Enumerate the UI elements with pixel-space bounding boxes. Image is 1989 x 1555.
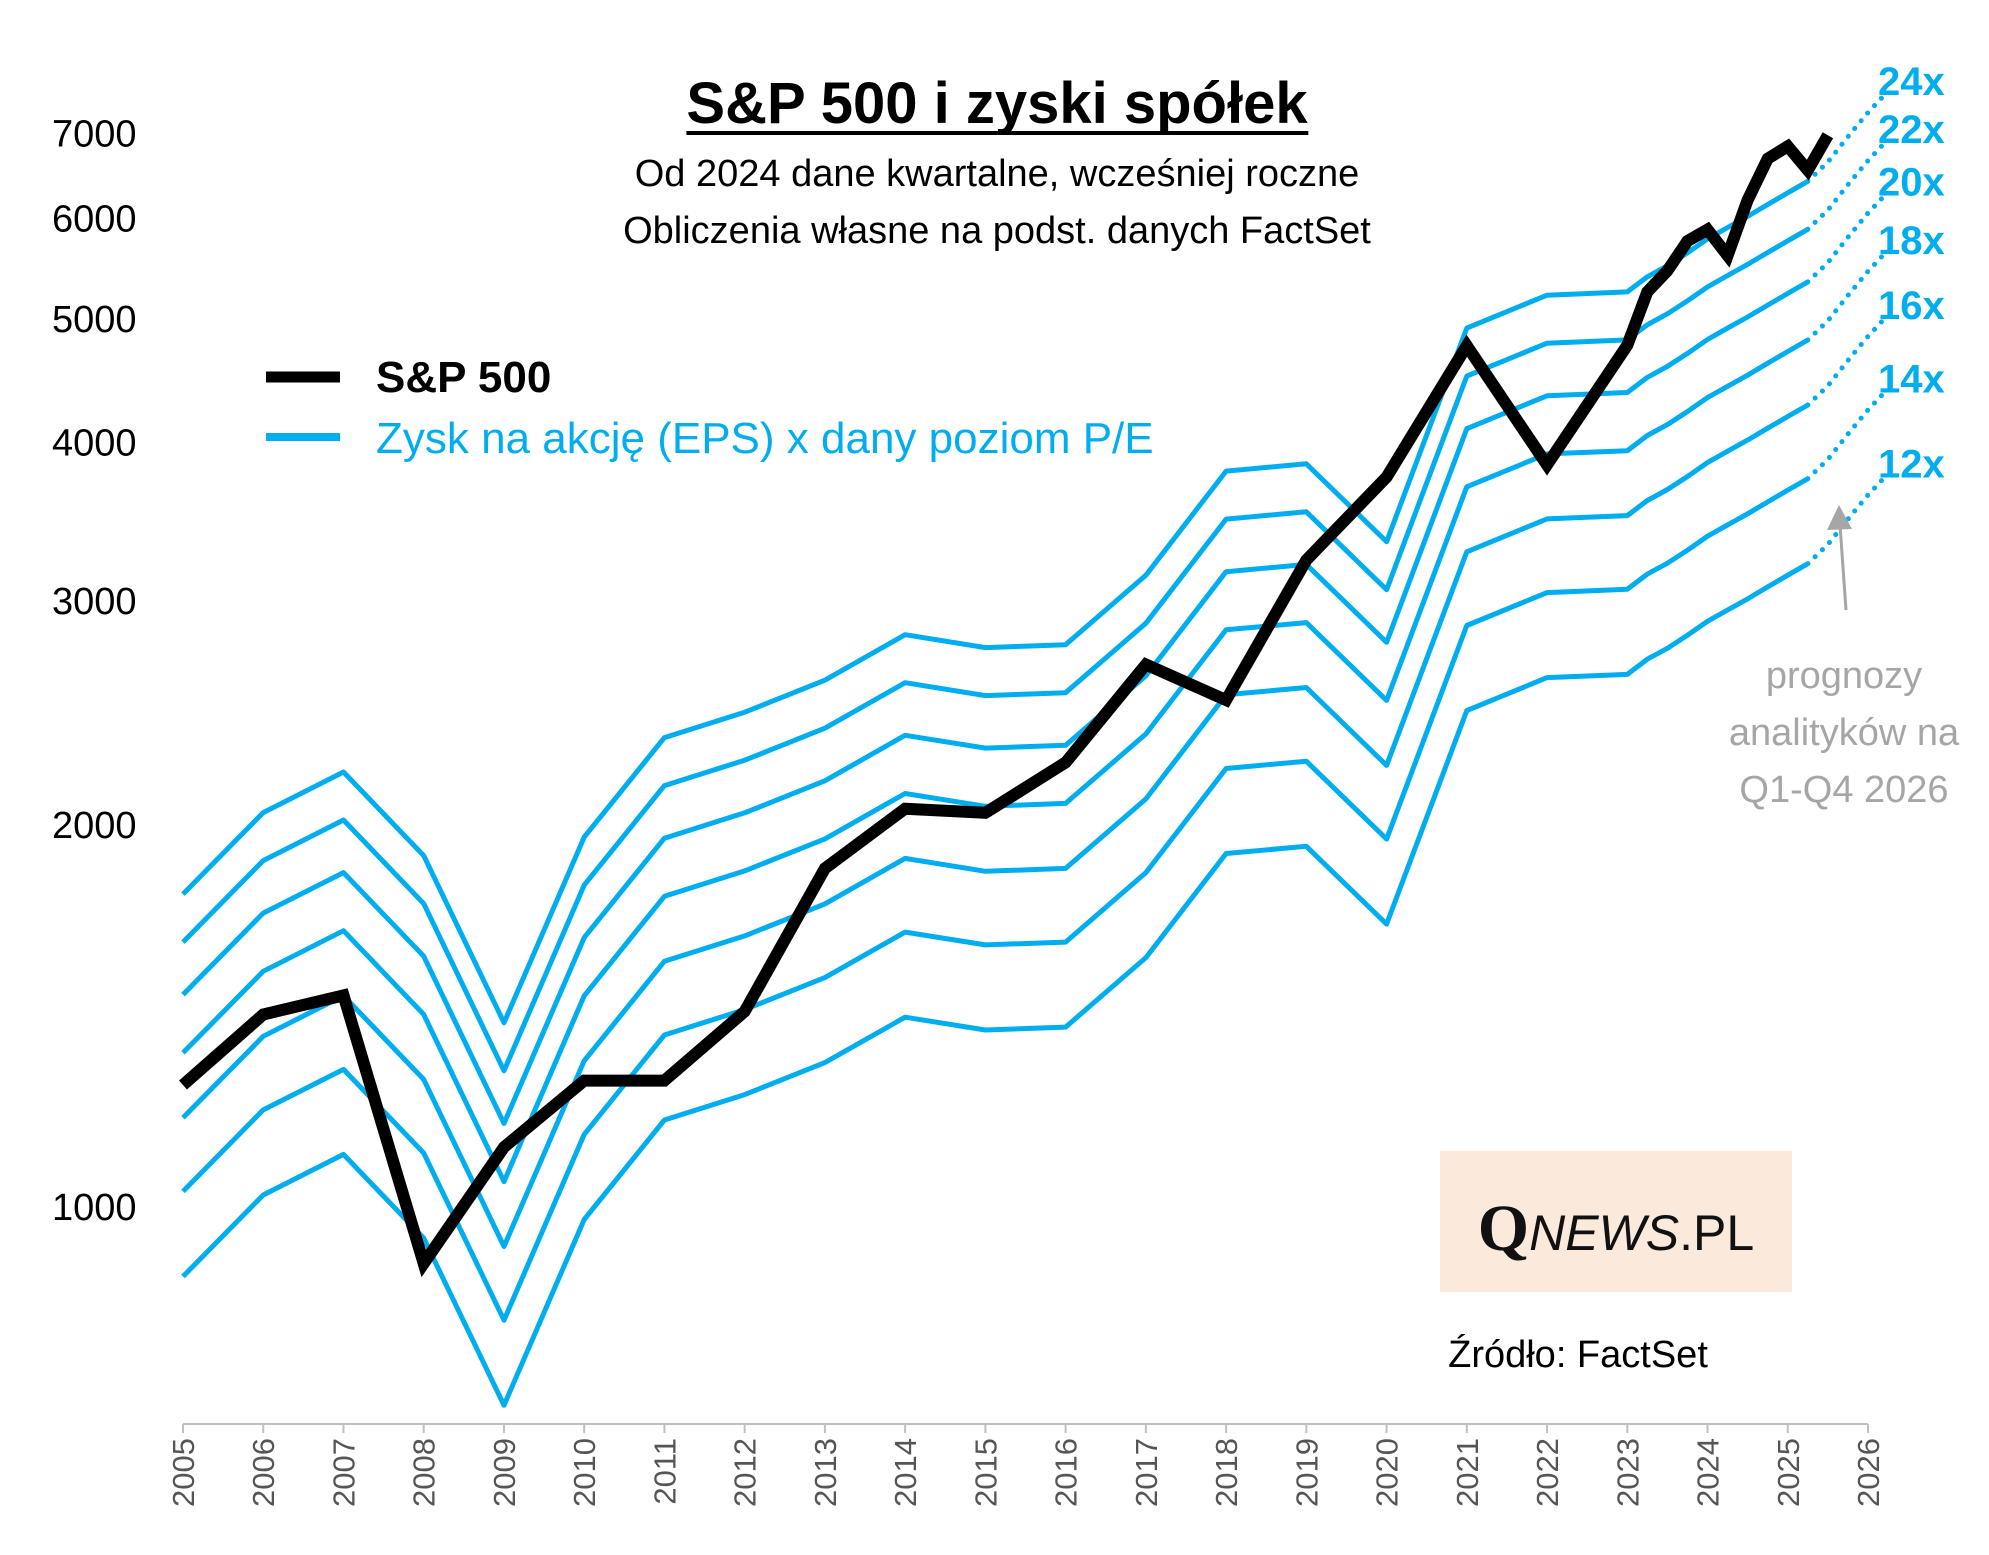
eps-line-12x — [181, 561, 1810, 1408]
x-tick-label: 2007 — [327, 1438, 362, 1507]
eps-forecast-line-22x — [1805, 136, 1891, 232]
y-tick-label: 3000 — [52, 581, 137, 623]
x-tick-label: 2012 — [728, 1438, 763, 1507]
eps-line-20x — [181, 279, 1810, 1126]
sp500-line — [179, 132, 1834, 1278]
x-tick-label: 2018 — [1209, 1438, 1244, 1507]
logo-background — [1440, 1151, 1792, 1292]
annotation-arrow-line — [1838, 524, 1848, 611]
x-tick-label: 2021 — [1450, 1438, 1485, 1507]
legend: S&P 500 Zysk na akcję (EPS) x dany pozio… — [266, 353, 1154, 463]
annotation-arrowhead — [1827, 505, 1852, 530]
pe-label-14x: 14x — [1878, 358, 1945, 402]
y-tick-label: 2000 — [52, 805, 137, 847]
eps-line-24x — [181, 179, 1810, 1026]
annotation-line-1: prognozy — [1766, 655, 1922, 697]
chart-title-text: S&P 500 i zyski spółek — [686, 71, 1308, 136]
pe-label-24x: 24x — [1878, 60, 1945, 104]
eps-forecast-line-12x — [1805, 471, 1891, 567]
eps-line-22x — [181, 227, 1810, 1074]
x-tick-label: 2023 — [1610, 1438, 1645, 1507]
chart-subtitle-line-1: Od 2024 dane kwartalne, wcześniej roczne — [635, 153, 1360, 195]
x-tick-label: 2006 — [246, 1438, 281, 1507]
pe-label-16x: 16x — [1878, 284, 1945, 328]
x-tick-label: 2010 — [567, 1438, 602, 1507]
source-label: Źródło: FactSet — [1448, 1333, 1708, 1376]
legend-label-sp500: S&P 500 — [376, 353, 551, 402]
x-tick-label: 2005 — [166, 1438, 201, 1507]
x-tick-label: 2013 — [808, 1438, 843, 1507]
pe-label-18x: 18x — [1878, 219, 1945, 263]
x-tick-label: 2009 — [487, 1438, 522, 1507]
pe-label-12x: 12x — [1878, 443, 1945, 487]
eps-forecast-line-20x — [1805, 189, 1891, 285]
x-tick-label: 2020 — [1370, 1438, 1405, 1507]
sp500-series — [179, 132, 1834, 1278]
x-tick-label: 2015 — [968, 1438, 1003, 1507]
x-tick-label: 2024 — [1691, 1438, 1726, 1507]
y-tick-label: 7000 — [52, 114, 137, 156]
y-tick-label: 5000 — [52, 299, 137, 341]
eps-line-18x — [181, 337, 1810, 1185]
y-axis: 1000 2000 3000 4000 5000 6000 7000 — [52, 114, 137, 1230]
x-tick-label: 2022 — [1530, 1438, 1565, 1507]
logo-text: QNEWS.PL — [1478, 1192, 1754, 1265]
chart-subtitle-line-2: Obliczenia własne na podst. danych FactS… — [623, 210, 1371, 252]
eps-forecast-line-18x — [1805, 247, 1891, 343]
y-tick-label: 4000 — [52, 422, 137, 464]
eps-line-14x — [181, 476, 1810, 1323]
x-tick-label: 2014 — [888, 1438, 923, 1507]
y-tick-label: 1000 — [52, 1187, 137, 1229]
annotation-line-3: Q1-Q4 2026 — [1739, 769, 1948, 811]
pe-label-22x: 22x — [1878, 108, 1945, 152]
legend-label-eps: Zysk na akcję (EPS) x dany poziom P/E — [376, 414, 1154, 463]
pe-label-20x: 20x — [1878, 161, 1945, 205]
chart-title: S&P 500 i zyski spółek — [686, 71, 1309, 136]
x-axis: 2005 2006 2007 2008 2009 2010 2011 2012 2013 2014… — [166, 1423, 1886, 1507]
eps-forecast-line-16x — [1805, 312, 1891, 408]
x-tick-label: 2008 — [407, 1438, 442, 1507]
eps-forecast-line-14x — [1805, 386, 1891, 482]
y-tick-label: 6000 — [52, 199, 137, 241]
eps-line-16x — [181, 402, 1810, 1249]
logo: QNEWS.PL — [1440, 1151, 1792, 1292]
annotation-line-2: analityków na — [1729, 712, 1960, 754]
eps-forecast-lines — [1805, 88, 1891, 567]
x-tick-label: 2025 — [1771, 1438, 1806, 1507]
x-tick-label: 2019 — [1289, 1438, 1324, 1507]
forecast-annotation: prognozy analityków na Q1-Q4 2026 — [1729, 505, 1960, 811]
eps-forecast-line-24x — [1805, 88, 1891, 184]
x-tick-label: 2011 — [647, 1438, 682, 1505]
x-tick-label: 2016 — [1049, 1438, 1084, 1507]
x-tick-label: 2017 — [1129, 1438, 1164, 1507]
x-tick-label: 2026 — [1851, 1438, 1886, 1507]
